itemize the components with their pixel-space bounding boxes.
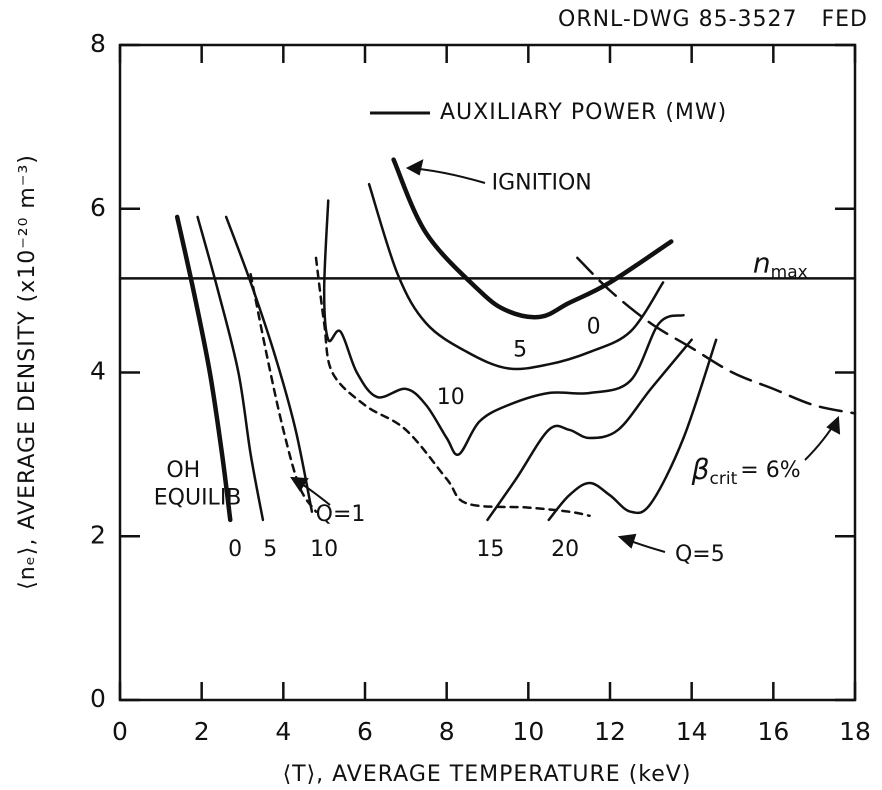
arrowhead <box>405 159 424 176</box>
curve <box>314 256 591 518</box>
annotation: 0 <box>228 537 242 562</box>
x-tick-label: 0 <box>112 717 128 746</box>
arrows <box>290 159 841 553</box>
annotation-sub: max <box>771 262 808 282</box>
x-axis-title: ⟨T⟩, AVERAGE TEMPERATURE (keV) <box>283 762 692 787</box>
annotation: IGNITION <box>492 170 592 195</box>
arrowhead <box>617 533 637 549</box>
curve <box>486 338 693 522</box>
annotation: OH <box>166 458 200 483</box>
annotation: 5 <box>263 537 277 562</box>
annotation: 10 <box>437 385 465 410</box>
annotation: Q=5 <box>675 542 725 567</box>
curve <box>174 214 233 523</box>
x-tick-label: 16 <box>757 717 789 746</box>
annotation: 20 <box>551 537 579 562</box>
curve <box>322 199 685 457</box>
plot-frame <box>118 43 857 702</box>
y-tick-label: 8 <box>90 29 106 58</box>
annotation-text: EQUILIB <box>154 486 242 511</box>
annotation-text: 0 <box>587 314 601 339</box>
annotation-text: β <box>691 453 710 486</box>
curve <box>367 182 665 371</box>
x-tick-label: 6 <box>357 717 373 746</box>
y-tick-label: 4 <box>90 357 106 386</box>
arrowhead <box>826 415 841 435</box>
curve <box>249 273 318 513</box>
annotation: 15 <box>476 537 504 562</box>
y-tick-label: 2 <box>90 520 106 549</box>
annotation-text: Q=1 <box>316 502 366 527</box>
x-tick-label: 12 <box>594 717 626 746</box>
annotation-text: 10 <box>437 385 465 410</box>
annotation-text: IGNITION <box>492 170 592 195</box>
curve <box>576 256 857 415</box>
annotation-text: Q=5 <box>675 542 725 567</box>
annotation-text: 15 <box>476 537 504 562</box>
annotation-text: n <box>753 246 771 279</box>
y-axis-title: ⟨nₑ⟩, AVERAGE DENSITY (x10⁻²⁰ m⁻³) <box>15 154 40 590</box>
y-tick-label: 0 <box>90 684 106 713</box>
annotation: nmax <box>753 246 808 282</box>
annotation-text: 10 <box>310 537 338 562</box>
curve <box>196 215 265 522</box>
legend-label: AUXILIARY POWER (MW) <box>440 100 727 125</box>
annotation: 10 <box>310 537 338 562</box>
x-tick-label: 8 <box>439 717 455 746</box>
curve <box>391 157 674 320</box>
curve <box>224 215 314 513</box>
x-tick-label: 10 <box>512 717 544 746</box>
annotation-after: = 6% <box>740 458 800 483</box>
x-tick-label: 4 <box>275 717 291 746</box>
curve <box>547 338 718 522</box>
x-tick-label: 18 <box>839 717 871 746</box>
annotation: 0 <box>587 314 601 339</box>
annotation-text: 0 <box>228 537 242 562</box>
annotation: 5 <box>513 337 527 362</box>
annotation: EQUILIB <box>154 486 242 511</box>
x-tick-label: 2 <box>194 717 210 746</box>
annotation: Q=1 <box>316 502 366 527</box>
annotation-text: 5 <box>263 537 277 562</box>
x-tick-label: 14 <box>676 717 708 746</box>
annotation-text: 20 <box>551 537 579 562</box>
annotation-text: OH <box>166 458 200 483</box>
y-tick-label: 6 <box>90 193 106 222</box>
header: ORNL-DWG 85-3527 FED <box>558 7 868 32</box>
annotation-sub: crit <box>710 469 738 489</box>
annotation-text: 5 <box>513 337 527 362</box>
annotation: βcrit = 6% <box>691 453 801 489</box>
